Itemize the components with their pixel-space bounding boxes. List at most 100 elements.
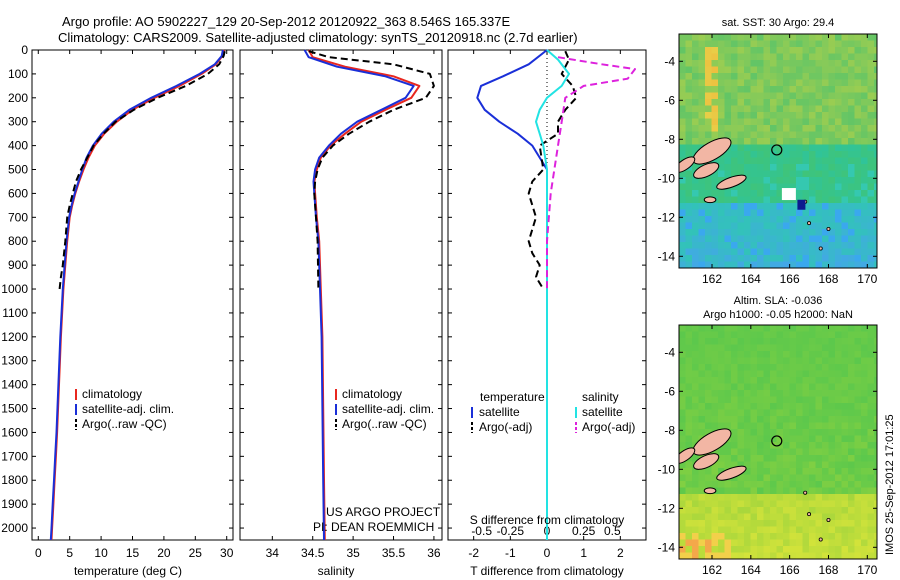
temperature-series-argo-raw-qc- <box>58 50 226 290</box>
sst-map-cell <box>835 34 842 41</box>
sla-map-cell <box>711 377 719 384</box>
sla-map-cell <box>796 526 803 534</box>
sla-map-cell <box>815 533 823 540</box>
sst-map-cell <box>770 222 777 230</box>
sla-map-cell <box>874 513 877 521</box>
sla-map-cell <box>718 370 725 378</box>
sla-map-cell <box>815 487 823 495</box>
sst-map-cell <box>744 73 751 80</box>
sst-map-cell <box>874 261 877 268</box>
salinity-axes-box <box>239 49 443 541</box>
sla-map-cell <box>763 546 771 553</box>
sst-map-cell <box>724 79 732 87</box>
sst-map-cell <box>750 112 758 119</box>
sla-map-cell <box>737 429 745 436</box>
sla-map-cell <box>848 364 855 371</box>
sla-map-cell <box>815 494 823 501</box>
sla-map-cell <box>854 383 862 391</box>
sst-map-cell <box>848 99 855 106</box>
sst-map-cell <box>679 60 686 67</box>
sst-map-cell <box>711 255 719 262</box>
sla-map-cell <box>763 507 771 514</box>
sla-map-cell <box>854 403 862 410</box>
sst-map-missing-data <box>781 188 796 201</box>
sst-map-cell <box>874 248 877 256</box>
sla-map-cell <box>737 364 745 371</box>
sla-map-cell <box>854 487 862 495</box>
sst-map-cell <box>750 53 758 61</box>
sla-map-cell <box>789 325 797 332</box>
sla-map-cell <box>802 513 810 521</box>
sla-map-cell <box>679 331 686 339</box>
sst-map-cell <box>841 261 849 268</box>
sla-map-cell <box>874 435 877 443</box>
sla-map-cell <box>809 325 816 332</box>
sst-map-islet <box>807 221 812 226</box>
sla-map-cell <box>841 435 849 443</box>
sla-map-cell <box>789 487 797 495</box>
sla-map-cell <box>789 331 797 339</box>
sla-map-cell <box>776 403 784 410</box>
sst-map-cell <box>705 255 712 262</box>
sst-map-cell <box>841 112 849 119</box>
sla-map-cell <box>874 500 877 508</box>
sla-map-cell <box>685 331 693 339</box>
sst-map-cell <box>789 157 797 165</box>
sla-map-cell <box>718 325 725 332</box>
sst-map-cell <box>718 190 725 197</box>
sst-map-cell <box>789 79 797 87</box>
sla-map-cell <box>705 338 712 345</box>
sla-map-cell <box>705 383 712 391</box>
sla-map-cell <box>711 494 719 501</box>
sla-map-cell <box>796 325 803 332</box>
sla-map-cell <box>731 461 738 469</box>
sla-map-cell <box>685 429 693 436</box>
sst-map-cell <box>763 183 771 191</box>
sst-map-lon-label: 168 <box>818 272 838 286</box>
sst-map-cell <box>718 209 725 217</box>
sla-argo-location-marker <box>771 435 783 447</box>
sst-map-cell <box>815 73 823 80</box>
sst-map-cell <box>679 170 686 178</box>
sst-map-cell <box>822 242 829 249</box>
sst-map-cell <box>789 118 797 126</box>
sst-map-cell <box>757 131 764 139</box>
sla-map-cell <box>692 539 699 547</box>
diff-legend-title-temperature: temperature <box>480 390 545 404</box>
sst-map-cell <box>698 118 706 126</box>
sla-map-cell <box>841 448 849 456</box>
sla-map-cell <box>757 487 764 495</box>
sst-map-cell <box>835 190 842 197</box>
sla-map-cell <box>783 526 790 534</box>
sst-map-island <box>693 162 720 179</box>
sla-map-cell <box>744 390 751 397</box>
sla-map-cell <box>822 351 829 358</box>
sla-map-cell <box>718 377 725 384</box>
sst-map-cell <box>718 216 725 223</box>
sla-map-cell <box>815 513 823 521</box>
sla-map-cell <box>770 533 777 540</box>
sla-map-cell <box>718 507 725 514</box>
sla-map-cell <box>718 396 725 404</box>
sla-map-cell <box>841 338 849 345</box>
sla-map-cell <box>841 481 849 488</box>
sst-map-cell <box>685 209 693 217</box>
sst-map-cell <box>744 53 751 61</box>
sst-map-cell <box>802 183 810 191</box>
sst-map-cell <box>724 157 732 165</box>
sla-map-cell <box>685 461 693 469</box>
sla-map-cell <box>848 344 855 352</box>
sla-map-cell <box>737 526 745 534</box>
sst-map-cell <box>822 170 829 178</box>
sst-map-cell <box>796 248 803 256</box>
sla-map-cell <box>815 422 823 430</box>
project-credit-line1: US ARGO PROJECT <box>326 505 441 519</box>
sla-map-cell <box>802 494 810 501</box>
sla-map-cell <box>770 383 777 391</box>
sla-map-cell <box>848 390 855 397</box>
sst-map-cell <box>815 92 823 100</box>
sst-map-cell <box>822 40 829 48</box>
sst-map-cell <box>854 222 862 230</box>
sla-map-cell <box>685 403 693 410</box>
sla-map-cell <box>698 546 706 553</box>
